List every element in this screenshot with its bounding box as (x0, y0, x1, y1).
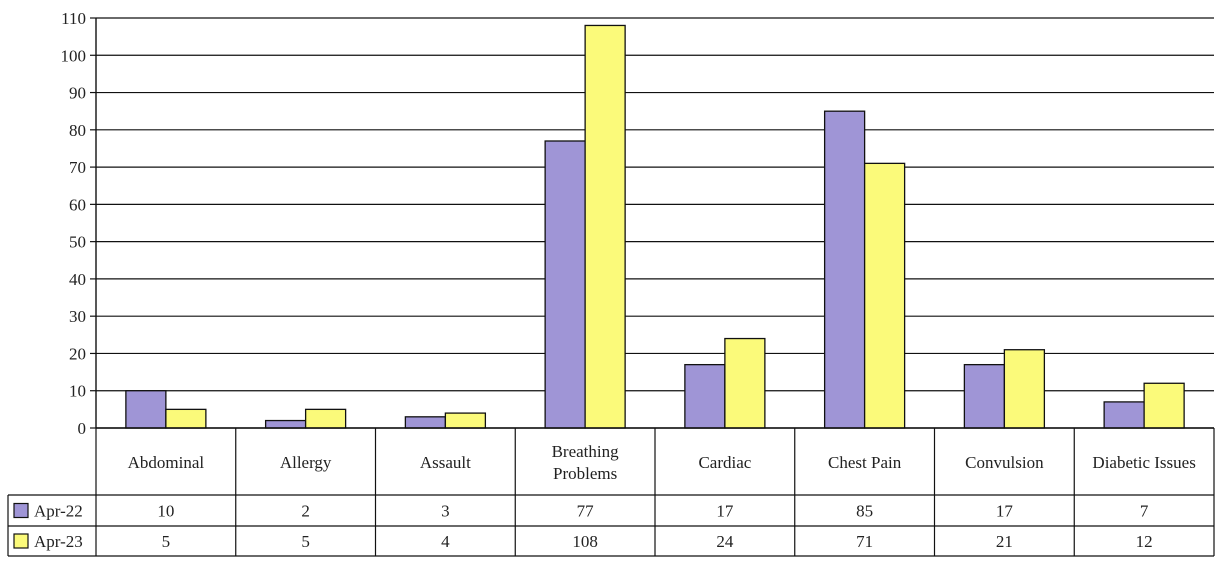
bar-apr-22 (544, 140, 586, 429)
data-label: 17 (716, 502, 734, 521)
category-label: Allergy (280, 453, 332, 472)
legend-swatch (13, 533, 29, 549)
data-label: 17 (996, 502, 1014, 521)
legend-label: Apr-23 (34, 532, 83, 551)
data-label: 85 (856, 502, 873, 521)
category-label: Cardiac (698, 453, 751, 472)
bar-apr-22 (963, 363, 1006, 429)
category-label: Abdominal (128, 453, 205, 472)
bar-apr-23 (724, 337, 766, 429)
bar-apr-22 (404, 416, 447, 429)
y-tick-label: 50 (69, 233, 86, 252)
legend-swatch (13, 502, 29, 519)
bar-apr-23 (1003, 349, 1046, 429)
bar-apr-23 (304, 408, 347, 429)
y-tick-label: 100 (61, 46, 87, 65)
bar-apr-23 (165, 408, 207, 429)
category-label: Chest Pain (828, 453, 902, 472)
y-tick-label: 110 (61, 9, 86, 28)
data-label: 5 (162, 532, 171, 551)
bar-apr-22 (264, 419, 307, 429)
y-tick-label: 90 (69, 84, 86, 103)
bar-apr-22 (823, 110, 866, 429)
bar-apr-23 (444, 412, 487, 429)
data-label: 4 (441, 532, 450, 551)
category-label: Breathing Problems (552, 442, 620, 483)
category-label: Convulsion (965, 453, 1044, 472)
category-label: Diabetic Issues (1092, 453, 1195, 472)
data-label: 21 (996, 532, 1013, 551)
y-tick-label: 20 (69, 344, 86, 363)
y-tick-label: 70 (69, 158, 86, 177)
y-tick-label: 0 (78, 419, 87, 438)
data-label: 24 (716, 532, 734, 551)
y-tick-label: 80 (69, 121, 86, 140)
data-label: 3 (441, 502, 450, 521)
y-tick-label: 40 (69, 270, 86, 289)
data-label: 10 (157, 502, 174, 521)
category-label: Assault (420, 453, 471, 472)
data-label: 7 (1140, 502, 1149, 521)
bar-apr-23 (584, 24, 626, 429)
bar-apr-22 (125, 390, 167, 429)
bar-apr-23 (863, 162, 906, 429)
data-label: 108 (572, 532, 598, 551)
data-label: 2 (301, 502, 310, 521)
bar-apr-22 (684, 363, 726, 429)
data-label: 71 (856, 532, 873, 551)
legend-label: Apr-22 (34, 502, 83, 521)
data-label: 12 (1136, 532, 1153, 551)
y-tick-label: 10 (69, 382, 86, 401)
data-label: 5 (301, 532, 310, 551)
data-label: 77 (577, 502, 595, 521)
y-tick-label: 60 (69, 195, 86, 214)
bar-apr-22 (1103, 401, 1145, 429)
bar-apr-23 (1143, 382, 1185, 429)
y-tick-label: 30 (69, 307, 86, 326)
